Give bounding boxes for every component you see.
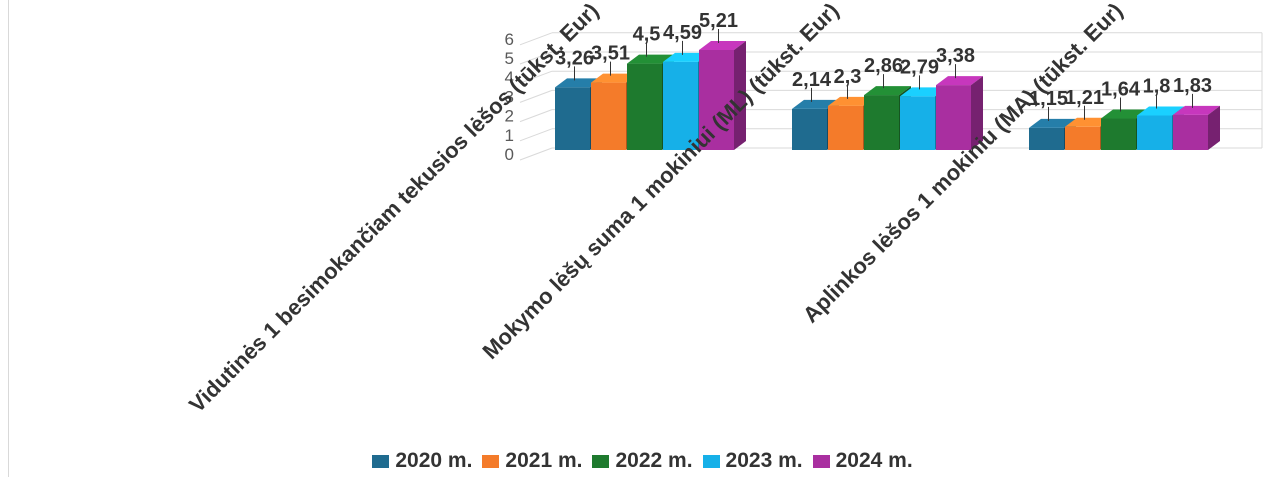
gridline-side	[519, 32, 553, 46]
data-label: 3,26	[555, 47, 594, 69]
y-tick-label: 5	[505, 49, 514, 68]
chart-area	[8, 0, 1285, 477]
bar-front	[663, 61, 698, 150]
legend-label: 2024 m.	[835, 449, 913, 472]
legend-swatch	[812, 454, 830, 468]
chart-legend: 2020 m. 2021 m. 2022 m. 2023 m. 2024 m.	[0, 449, 1285, 474]
bar-top	[1137, 106, 1184, 116]
bar-top	[1173, 105, 1220, 115]
gridline-side	[519, 109, 553, 123]
legend-label: 2020 m.	[395, 449, 473, 472]
bar-front	[792, 108, 827, 150]
data-label: 1,8	[1143, 75, 1171, 97]
bar-side	[734, 40, 746, 150]
bar-front	[699, 49, 734, 150]
bar-front	[864, 95, 899, 150]
bar-top	[936, 76, 983, 86]
data-label: 2,79	[900, 56, 939, 78]
legend-item: 2020 m.	[372, 449, 472, 473]
bar-front	[555, 87, 590, 150]
y-tick-label: 2	[505, 107, 514, 126]
bar-top	[591, 73, 638, 83]
legend-swatch	[482, 454, 500, 468]
data-label: 4,59	[663, 22, 702, 44]
gridline-side	[519, 70, 553, 84]
bar-front	[627, 63, 662, 150]
data-label: 1,21	[1065, 87, 1104, 109]
data-label: 2,3	[834, 66, 862, 88]
bar-side	[1208, 105, 1220, 150]
category-label: Vidutinės 1 besimokančiam tekusios lėšos…	[184, 0, 603, 417]
legend-swatch	[702, 454, 720, 468]
bar-top	[1101, 109, 1148, 119]
y-tick-label: 0	[505, 145, 514, 164]
gridline-side	[519, 128, 553, 142]
legend-item: 2023 m.	[702, 449, 803, 473]
y-tick-label: 4	[505, 68, 514, 87]
bar-front	[900, 96, 935, 150]
bar	[936, 76, 983, 150]
bar	[1173, 105, 1220, 150]
data-label: 2,14	[792, 69, 832, 91]
legend-item: 2021 m.	[482, 449, 582, 473]
legend-item: 2024 m.	[812, 449, 913, 473]
bar-front	[936, 85, 971, 150]
data-label: 5,21	[699, 10, 738, 32]
bar-top	[555, 78, 602, 88]
bar-top	[828, 96, 875, 106]
data-label: 2,86	[864, 55, 903, 77]
bar-front	[1065, 126, 1100, 150]
bar-front	[1029, 127, 1064, 150]
y-tick-label: 3	[505, 87, 514, 106]
data-label: 3,51	[591, 43, 630, 65]
bar-front	[1137, 115, 1172, 150]
gridline-side	[519, 147, 553, 161]
legend-swatch	[592, 454, 610, 468]
bar-top	[627, 54, 674, 64]
legend-label: 2022 m.	[615, 449, 693, 472]
legend-swatch	[372, 454, 390, 468]
y-tick-label: 1	[505, 126, 514, 145]
bar-front	[828, 105, 863, 150]
bar-top	[900, 87, 947, 97]
legend-label: 2021 m.	[505, 449, 583, 472]
bar	[699, 40, 746, 150]
data-label: 1,83	[1173, 75, 1212, 97]
data-label: 4,5	[633, 24, 661, 46]
data-label: 3,38	[936, 45, 975, 67]
bar-front	[1101, 118, 1136, 150]
legend-item: 2022 m.	[592, 449, 693, 473]
bar-top	[792, 99, 839, 109]
bar-side	[971, 76, 983, 150]
gridline-side	[519, 89, 553, 103]
bar-top	[1029, 118, 1076, 128]
data-label: 1,15	[1029, 88, 1068, 110]
data-label: 1,64	[1101, 79, 1141, 101]
bar-top	[663, 52, 710, 62]
bar-top	[864, 86, 911, 96]
gridline-side	[519, 51, 553, 65]
bar-front	[1173, 114, 1208, 150]
y-tick-label: 6	[505, 30, 514, 49]
bar-top	[699, 40, 746, 50]
bar-top	[1065, 117, 1112, 127]
bar-front	[591, 82, 626, 150]
legend-label: 2023 m.	[725, 449, 803, 472]
